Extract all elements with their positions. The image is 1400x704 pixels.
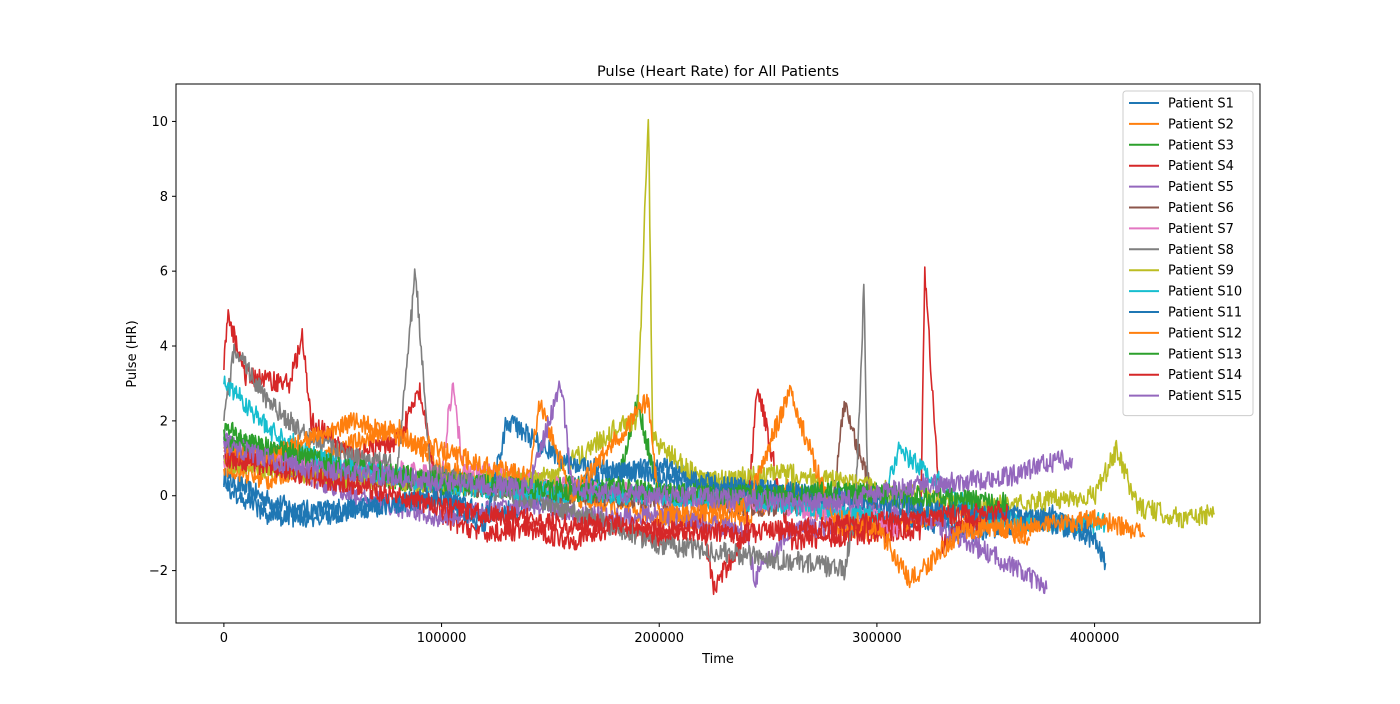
x-tick-label: 0 [220, 631, 228, 646]
series-line-14 [223, 448, 1009, 544]
legend-label: Patient S7 [1168, 222, 1234, 237]
legend-label: Patient S2 [1168, 117, 1234, 132]
legend-label: Patient S1 [1168, 97, 1234, 112]
series-layer [223, 118, 1216, 596]
series-line-15 [223, 380, 1074, 513]
legend-label: Patient S11 [1168, 306, 1242, 321]
y-tick-label: 10 [151, 115, 168, 130]
x-tick-label: 400000 [1070, 631, 1120, 646]
y-tick-label: 6 [160, 265, 168, 280]
legend-label: Patient S3 [1168, 138, 1234, 153]
legend-label: Patient S12 [1168, 326, 1242, 341]
x-tick-label: 300000 [852, 631, 902, 646]
legend-label: Patient S6 [1168, 201, 1234, 216]
y-tick-label: −2 [149, 564, 168, 579]
y-tick-label: 4 [160, 340, 168, 355]
legend-label: Patient S15 [1168, 389, 1242, 404]
legend-label: Patient S14 [1168, 368, 1242, 383]
plot-frame [175, 83, 1261, 624]
legend: Patient S1 Patient S2 Patient S3 Patient S4… [1122, 90, 1254, 417]
legend-label: Patient S8 [1168, 243, 1234, 258]
y-tick-label: 2 [160, 414, 168, 429]
x-tick-label: 200000 [634, 631, 684, 646]
legend-label: Patient S9 [1168, 264, 1234, 279]
x-tick-label: 100000 [417, 631, 467, 646]
y-tick-label: 8 [160, 190, 168, 205]
series-line-12 [223, 384, 1146, 589]
legend-label: Patient S13 [1168, 347, 1242, 362]
x-axis-label: Time [701, 652, 734, 667]
axes-layer: 0 100000 200000 300000 400000 −2 0 2 4 6 8 10 [149, 115, 1120, 646]
series-line-8 [223, 268, 869, 581]
legend-label: Patient S10 [1168, 285, 1242, 300]
legend-label: Patient S4 [1168, 159, 1234, 174]
legend-label: Patient S5 [1168, 180, 1234, 195]
y-axis-label: Pulse (HR) [125, 320, 140, 387]
chart-title: Pulse (Heart Rate) for All Patients [597, 64, 839, 80]
legend-box [1122, 90, 1254, 417]
y-tick-label: 0 [160, 489, 168, 504]
